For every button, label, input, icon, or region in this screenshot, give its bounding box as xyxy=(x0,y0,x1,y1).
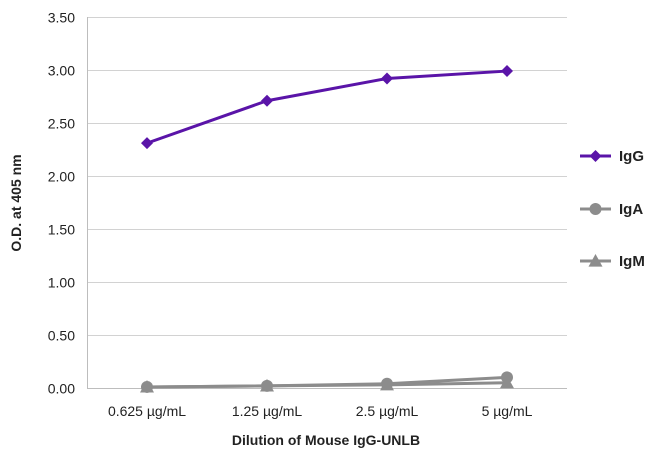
y-tick-label: 0.50 xyxy=(48,328,75,344)
y-tick-label: 3.00 xyxy=(48,63,75,79)
series-line xyxy=(146,375,508,389)
legend-item-iga: IgA xyxy=(580,201,643,218)
legend-marker xyxy=(588,254,603,267)
legend-label: IgG xyxy=(619,148,644,165)
y-tick-label: 2.00 xyxy=(48,169,75,185)
data-point xyxy=(261,379,273,392)
legend-item-igg: IgG xyxy=(580,148,644,165)
data-point xyxy=(261,94,273,107)
x-tick-label: 0.625 µg/mL xyxy=(108,403,186,419)
x-tick-label: 5 µg/mL xyxy=(482,403,533,419)
x-tick-label: 1.25 µg/mL xyxy=(232,403,303,419)
legend-label: IgA xyxy=(619,201,643,218)
y-tick-label: 3.50 xyxy=(48,10,75,26)
x-tick-labels: 0.625 µg/mL 1.25 µg/mL 2.5 µg/mL 5 µg/mL xyxy=(108,403,533,419)
y-tick-label: 2.50 xyxy=(48,116,75,132)
data-point xyxy=(141,137,153,150)
series-line xyxy=(146,69,508,145)
series xyxy=(140,65,514,393)
data-point xyxy=(501,371,513,384)
y-axis-title: O.D. at 405 nm xyxy=(8,154,24,251)
data-point xyxy=(141,380,153,393)
series-iga xyxy=(141,371,513,393)
x-tick-label: 2.5 µg/mL xyxy=(356,403,419,419)
x-axis-title: Dilution of Mouse IgG-UNLB xyxy=(232,432,420,448)
legend-label: IgM xyxy=(619,253,645,270)
gridlines xyxy=(87,17,567,336)
data-point xyxy=(381,72,393,85)
legend-marker xyxy=(589,203,602,215)
y-tick-labels: 0.00 0.50 1.00 1.50 2.00 2.50 3.00 3.50 xyxy=(48,10,75,397)
data-point xyxy=(381,377,393,390)
legend-marker xyxy=(589,150,602,162)
y-tick-label: 1.50 xyxy=(48,222,75,238)
series-igg xyxy=(141,65,513,150)
data-point xyxy=(501,65,513,78)
legend: IgG IgA IgM xyxy=(580,148,645,270)
y-tick-label: 1.00 xyxy=(48,275,75,291)
y-tick-label: 0.00 xyxy=(48,381,75,397)
axes xyxy=(87,17,567,389)
legend-item-igm: IgM xyxy=(580,253,645,270)
